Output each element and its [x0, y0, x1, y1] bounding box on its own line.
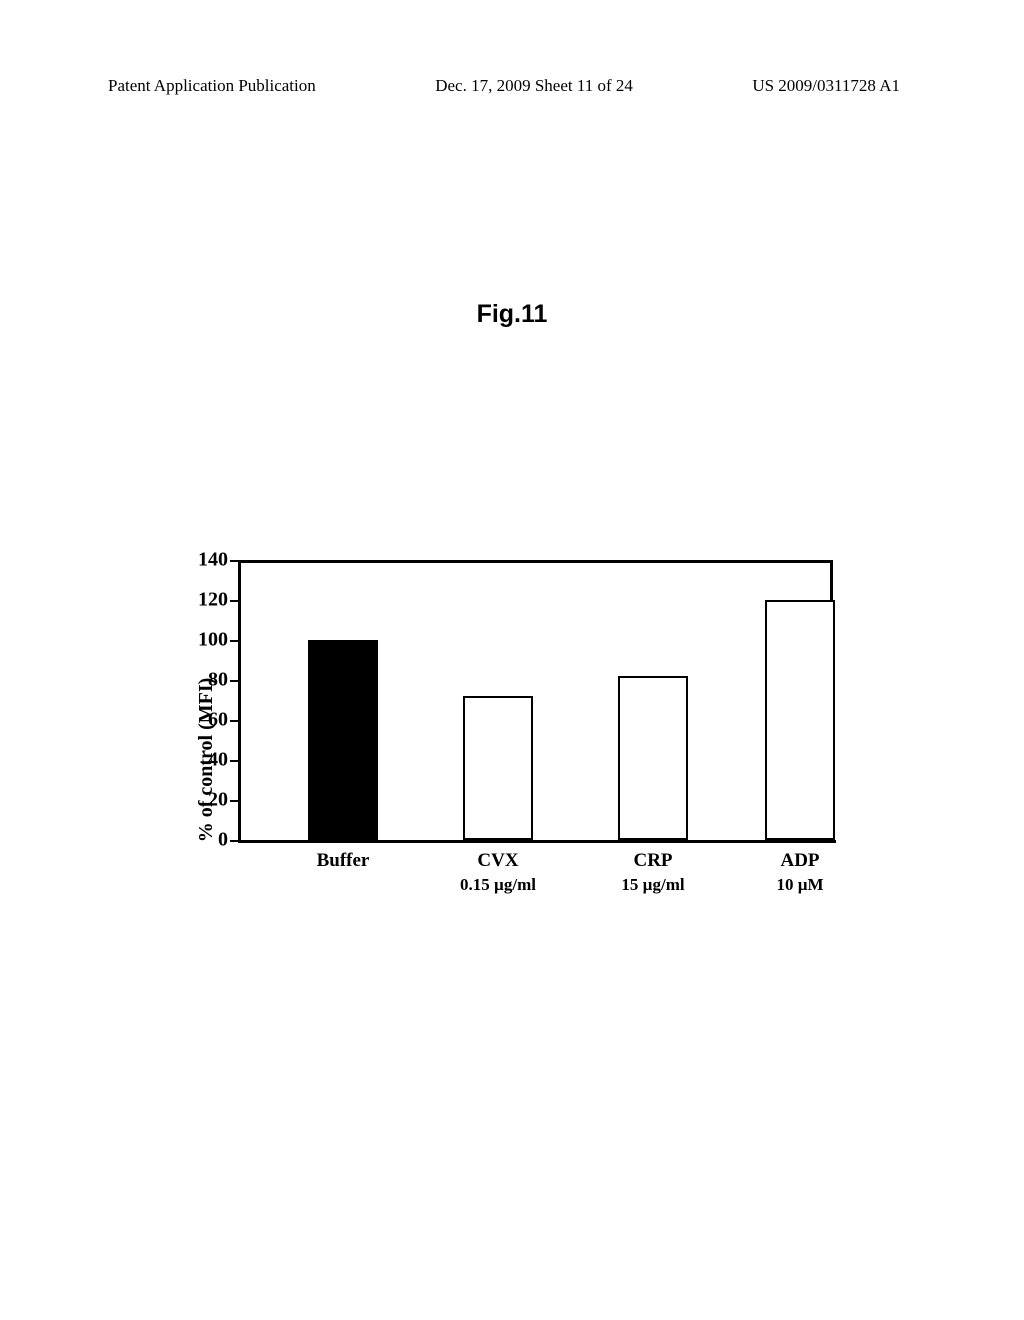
publication-type: Patent Application Publication [108, 76, 316, 96]
y-tick-label: 0 [188, 829, 228, 852]
x-category-sublabel: 0.15 µg/ml [438, 875, 558, 895]
y-tick-label: 80 [188, 669, 228, 692]
x-category-label: CRP [593, 850, 713, 872]
y-tick-label: 60 [188, 709, 228, 732]
y-tick [230, 560, 238, 562]
y-tick-label: 100 [188, 629, 228, 652]
x-axis [238, 840, 836, 843]
bar-chart: % of control (MFI) 020406080100120140 Bu… [150, 560, 910, 960]
x-category-sublabel: 10 µM [740, 875, 860, 895]
y-tick [230, 800, 238, 802]
x-category-sublabel: 15 µg/ml [593, 875, 713, 895]
publication-number: US 2009/0311728 A1 [752, 76, 900, 96]
figure-title: Fig.11 [477, 300, 548, 329]
bar [463, 696, 533, 840]
bar [765, 600, 835, 840]
x-category-label: Buffer [283, 850, 403, 872]
y-tick-label: 120 [188, 589, 228, 612]
y-tick-label: 20 [188, 789, 228, 812]
y-tick [230, 640, 238, 642]
date-sheet-info: Dec. 17, 2009 Sheet 11 of 24 [435, 76, 633, 96]
x-category-label: CVX [438, 850, 558, 872]
y-tick-label: 140 [188, 549, 228, 572]
y-tick [230, 840, 238, 842]
bar [618, 676, 688, 840]
y-tick [230, 720, 238, 722]
y-tick [230, 680, 238, 682]
y-tick [230, 600, 238, 602]
y-axis [238, 560, 241, 840]
x-category-label: ADP [740, 850, 860, 872]
y-tick-label: 40 [188, 749, 228, 772]
bar [308, 640, 378, 840]
y-tick [230, 760, 238, 762]
